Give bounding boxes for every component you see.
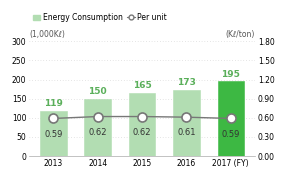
Bar [40, 111, 67, 156]
Text: 173: 173 [177, 78, 196, 87]
Legend: Energy Consumption, Per unit: Energy Consumption, Per unit [33, 13, 167, 22]
Bar [173, 90, 200, 156]
Text: (Kℓ/ton): (Kℓ/ton) [226, 30, 255, 39]
Text: 119: 119 [44, 99, 63, 108]
Text: 0.62: 0.62 [88, 128, 107, 137]
Text: 0.62: 0.62 [133, 128, 151, 137]
Text: 0.59: 0.59 [44, 130, 63, 139]
Text: 165: 165 [133, 81, 151, 90]
Text: (1,000Kℓ): (1,000Kℓ) [29, 30, 65, 39]
Bar [84, 99, 111, 156]
Text: 195: 195 [221, 70, 240, 79]
Bar [218, 82, 244, 156]
Text: 0.59: 0.59 [222, 130, 240, 139]
Bar [129, 93, 155, 156]
Text: 0.61: 0.61 [177, 128, 196, 137]
Text: 150: 150 [88, 87, 107, 96]
